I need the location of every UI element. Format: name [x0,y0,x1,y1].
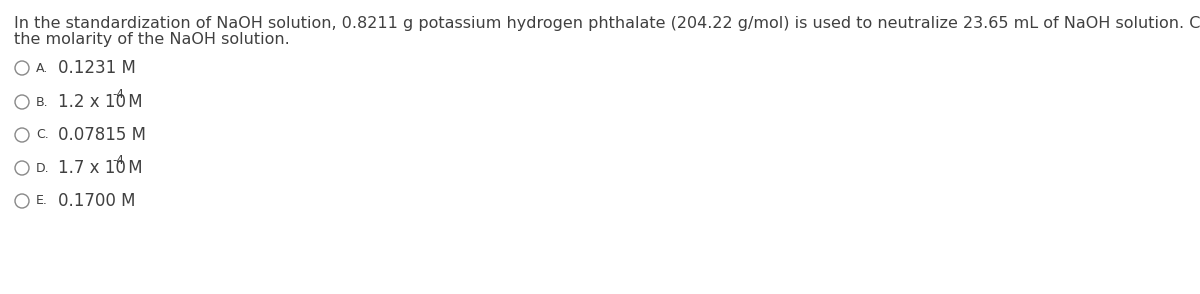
Text: 0.07815 M: 0.07815 M [58,126,146,144]
Text: -4: -4 [113,88,125,101]
Text: the molarity of the NaOH solution.: the molarity of the NaOH solution. [14,32,289,47]
Text: E.: E. [36,195,48,208]
Text: M: M [124,159,143,177]
Text: 0.1700 M: 0.1700 M [58,192,136,210]
Text: B.: B. [36,96,49,108]
Text: M: M [124,93,143,111]
Text: 0.1231 M: 0.1231 M [58,59,136,77]
Text: C.: C. [36,128,49,141]
Text: In the standardization of NaOH solution, 0.8211 g potassium hydrogen phthalate (: In the standardization of NaOH solution,… [14,16,1200,31]
Text: -4: -4 [113,155,125,168]
Text: 1.2 x 10: 1.2 x 10 [58,93,126,111]
Text: 1.7 x 10: 1.7 x 10 [58,159,126,177]
Text: D.: D. [36,161,49,175]
Text: A.: A. [36,61,48,74]
